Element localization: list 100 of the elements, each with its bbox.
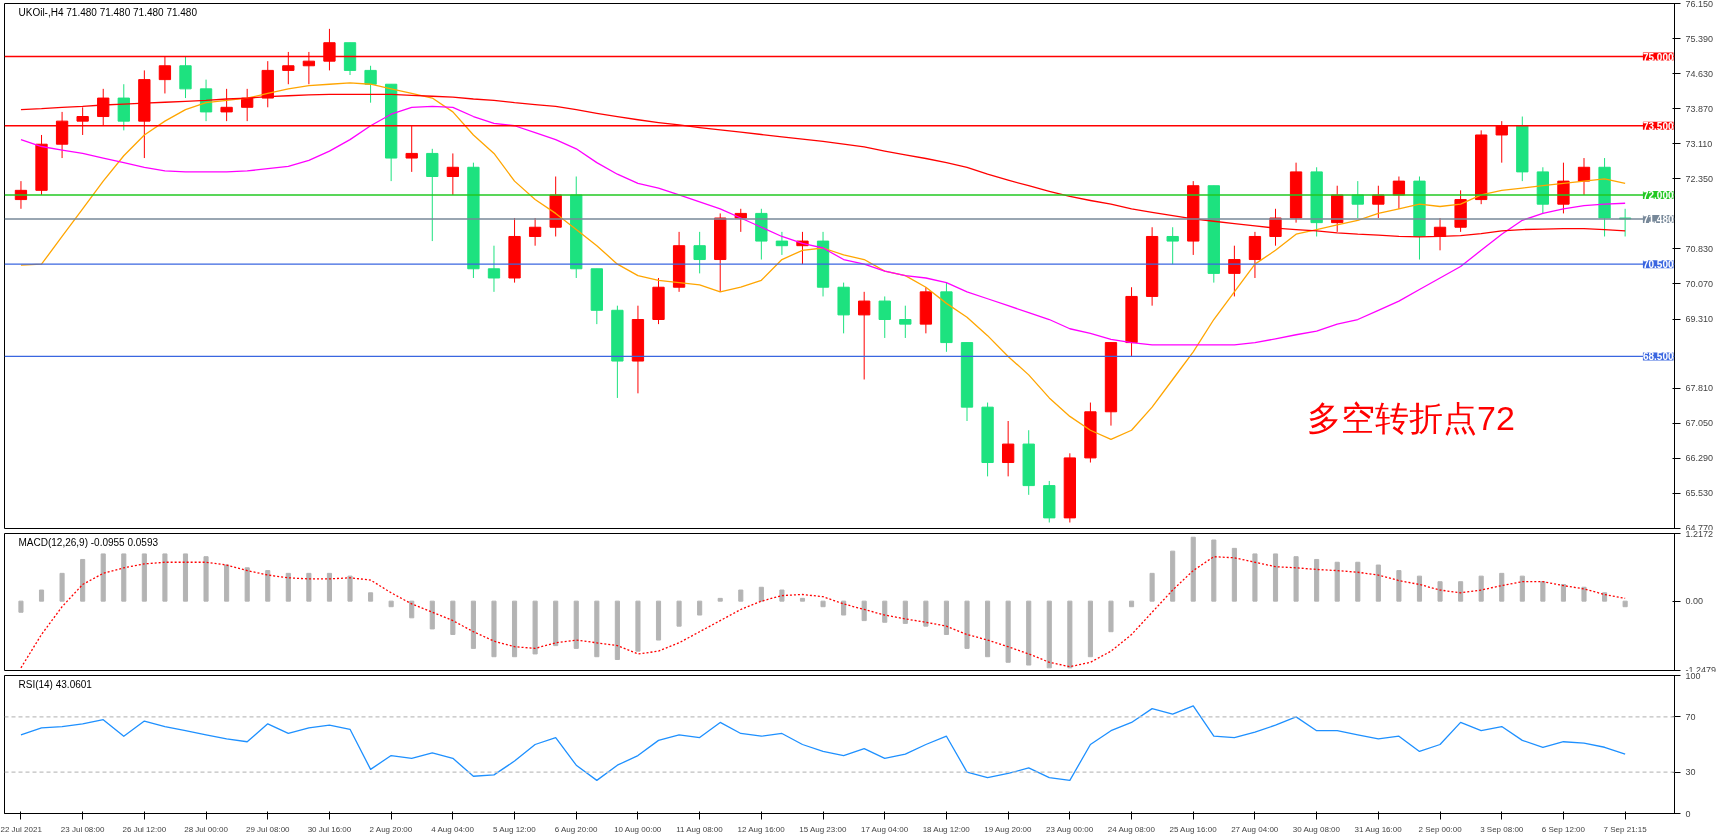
x-tick-label: 10 Aug 00:00 bbox=[614, 824, 662, 834]
x-tick-label: 4 Aug 04:00 bbox=[431, 824, 475, 834]
x-tick-label: 19 Aug 20:00 bbox=[984, 824, 1033, 834]
bar bbox=[450, 600, 456, 635]
y-tick-label: 66.290 bbox=[1685, 453, 1714, 464]
x-tick-label: 6 Sep 12:00 bbox=[1541, 824, 1586, 834]
bar bbox=[1272, 553, 1279, 602]
candlestick bbox=[1577, 157, 1591, 196]
candlestick bbox=[528, 217, 542, 247]
y-tick-label: 0 bbox=[1685, 808, 1691, 819]
ref-line-label: 71.480 bbox=[1642, 213, 1674, 225]
ref-line-label: 68.500 bbox=[1642, 351, 1674, 363]
bar bbox=[1190, 536, 1196, 602]
bar bbox=[326, 572, 333, 602]
bar bbox=[100, 553, 106, 602]
y-tick-label: 0.00 bbox=[1685, 596, 1704, 607]
y-tick-label: 75.390 bbox=[1685, 33, 1714, 44]
bar bbox=[902, 600, 908, 624]
bar bbox=[1314, 558, 1320, 602]
x-tick-label: 26 Jul 12:00 bbox=[122, 824, 167, 834]
bar bbox=[121, 553, 127, 602]
x-tick-label: 5 Aug 12:00 bbox=[492, 824, 537, 834]
bar bbox=[614, 600, 620, 660]
candlestick bbox=[117, 83, 130, 131]
candlestick bbox=[1166, 226, 1179, 265]
bar bbox=[1416, 575, 1423, 602]
bar bbox=[1293, 556, 1299, 602]
bar bbox=[429, 600, 435, 630]
bar bbox=[532, 600, 538, 655]
bar bbox=[1396, 570, 1402, 602]
x-tick-label: 29 Jul 08:00 bbox=[245, 824, 291, 834]
candlestick bbox=[775, 231, 789, 256]
bar bbox=[985, 600, 991, 658]
candlestick bbox=[446, 152, 460, 196]
bar bbox=[1581, 586, 1587, 602]
y-tick-label: 73.870 bbox=[1685, 103, 1714, 114]
candlestick bbox=[1372, 185, 1385, 219]
bar bbox=[635, 600, 641, 652]
bar bbox=[38, 589, 45, 602]
x-tick-label: 2 Sep 00:00 bbox=[1418, 824, 1463, 834]
bar bbox=[1478, 575, 1484, 602]
bar bbox=[1252, 553, 1258, 602]
x-tick-label: 6 Aug 20:00 bbox=[554, 824, 598, 834]
line-series bbox=[20, 705, 1626, 782]
bar bbox=[306, 572, 312, 602]
x-tick-label: 3 Sep 08:00 bbox=[1480, 824, 1524, 834]
x-tick-label: 27 Aug 04:00 bbox=[1231, 824, 1279, 834]
bar bbox=[697, 600, 703, 616]
bar bbox=[1355, 561, 1361, 602]
bar bbox=[368, 592, 374, 602]
ref-line-label: 72.000 bbox=[1642, 189, 1674, 201]
bar bbox=[1519, 575, 1525, 602]
bar bbox=[594, 600, 600, 658]
bar bbox=[1005, 600, 1011, 663]
x-tick-label: 28 Jul 00:00 bbox=[184, 824, 229, 834]
bar bbox=[573, 600, 579, 649]
bar bbox=[841, 600, 847, 616]
bar bbox=[1067, 600, 1073, 669]
x-tick-label: 23 Jul 08:00 bbox=[60, 824, 105, 834]
x-tick-label: 30 Jul 16:00 bbox=[307, 824, 352, 834]
candlestick bbox=[1351, 180, 1364, 219]
candlestick bbox=[1392, 176, 1406, 210]
chart-title: UKOil-,H4 71.480 71.480 71.480 71.480 bbox=[18, 6, 198, 18]
ref-line-label: 75.000 bbox=[1642, 51, 1674, 63]
candlestick bbox=[1248, 231, 1262, 279]
x-tick-label: 25 Aug 16:00 bbox=[1169, 824, 1218, 834]
x-tick-label: 30 Aug 08:00 bbox=[1292, 824, 1341, 834]
y-tick-label: 70.070 bbox=[1685, 278, 1714, 289]
bar bbox=[1231, 547, 1237, 602]
bar bbox=[1560, 583, 1566, 602]
bar bbox=[553, 600, 559, 647]
bar bbox=[59, 572, 65, 602]
y-tick-label: 70.830 bbox=[1685, 243, 1714, 254]
bar bbox=[1540, 581, 1546, 602]
bar bbox=[80, 558, 86, 602]
annotation: 多空转折点72 bbox=[1307, 399, 1515, 438]
bar bbox=[1026, 600, 1032, 666]
x-tick-label: 23 Aug 00:00 bbox=[1046, 824, 1094, 834]
y-tick-label: 67.050 bbox=[1685, 418, 1714, 429]
line-series bbox=[20, 105, 1626, 346]
bar bbox=[1087, 600, 1093, 658]
candlestick bbox=[858, 291, 871, 380]
bar bbox=[18, 600, 24, 613]
bar bbox=[409, 600, 415, 619]
candlestick bbox=[487, 245, 501, 293]
x-tick-label: 15 Aug 23:00 bbox=[799, 824, 847, 834]
bar bbox=[285, 572, 291, 602]
bar bbox=[820, 600, 826, 608]
chart-title: RSI(14) 43.0601 bbox=[18, 678, 93, 690]
y-tick-label: 69.310 bbox=[1685, 314, 1714, 325]
candlestick bbox=[179, 56, 192, 99]
bar bbox=[265, 570, 271, 602]
bar bbox=[244, 567, 250, 602]
bar bbox=[758, 586, 764, 602]
bar bbox=[882, 600, 888, 623]
x-tick-label: 7 Sep 21:15 bbox=[1603, 824, 1648, 834]
bar bbox=[203, 556, 209, 602]
bar bbox=[1499, 572, 1505, 602]
y-tick-label: 67.810 bbox=[1685, 383, 1714, 394]
bar bbox=[655, 600, 662, 641]
